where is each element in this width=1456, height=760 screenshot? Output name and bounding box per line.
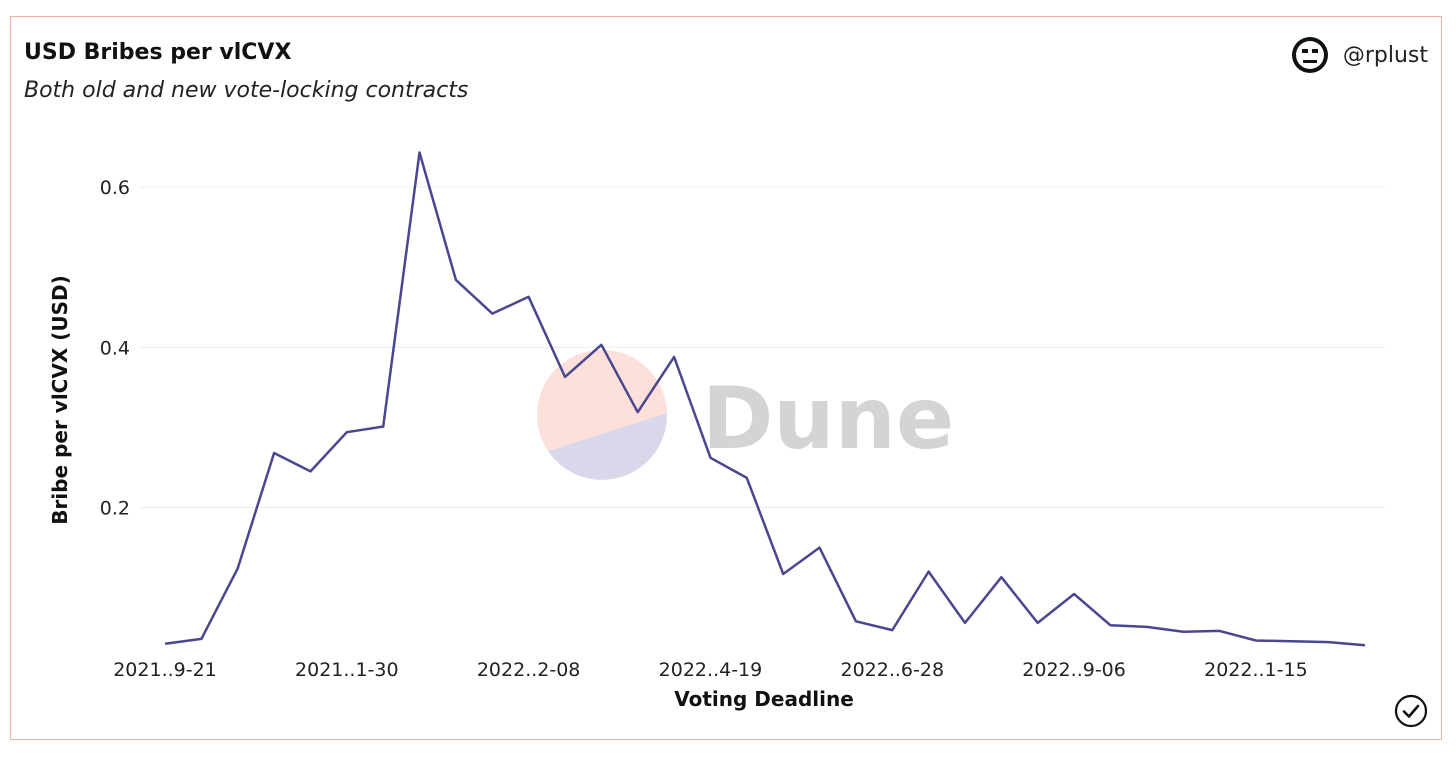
dune-watermark: Dune bbox=[537, 349, 954, 480]
author-name: @rplust bbox=[1342, 42, 1428, 68]
y-tick-label: 0.4 bbox=[100, 337, 130, 359]
series-line bbox=[164, 151, 1366, 647]
neutral-face-icon bbox=[1291, 37, 1328, 73]
x-axis-ticks: 2021..9-21 2021..1-30 2022..2-08 2022..4-19… bbox=[113, 659, 1307, 681]
author-badge[interactable]: @rplust bbox=[1291, 36, 1428, 74]
x-tick-label: 2022..4-19 bbox=[659, 659, 763, 681]
x-tick-label: 2022..2-08 bbox=[477, 659, 581, 681]
y-tick-label: 0.6 bbox=[100, 177, 130, 199]
x-tick-label: 2021..1-30 bbox=[295, 659, 399, 681]
x-tick-label: 2022..9-06 bbox=[1022, 659, 1126, 681]
x-tick-label: 2022..1-15 bbox=[1204, 659, 1308, 681]
x-tick-label: 2021..9-21 bbox=[113, 659, 217, 681]
y-axis-ticks: 0.2 0.4 0.6 bbox=[100, 177, 130, 520]
y-axis-label: Bribe per vlCVX (USD) bbox=[48, 275, 72, 524]
watermark-logo-bottom bbox=[548, 413, 668, 480]
check-circle-icon[interactable] bbox=[1394, 694, 1428, 728]
x-tick-label: 2022..6-28 bbox=[840, 659, 944, 681]
chart-card bbox=[10, 16, 1442, 740]
chart-title: USD Bribes per vlCVX bbox=[24, 40, 292, 65]
grid-lines bbox=[140, 186, 1385, 508]
watermark-logo-top bbox=[537, 349, 667, 451]
y-tick-label: 0.2 bbox=[100, 498, 130, 520]
watermark-text: Dune bbox=[702, 369, 954, 469]
x-axis-label: Voting Deadline bbox=[674, 687, 854, 711]
chart-subtitle: Both old and new vote-locking contracts bbox=[24, 78, 469, 103]
series-points bbox=[164, 152, 1366, 646]
